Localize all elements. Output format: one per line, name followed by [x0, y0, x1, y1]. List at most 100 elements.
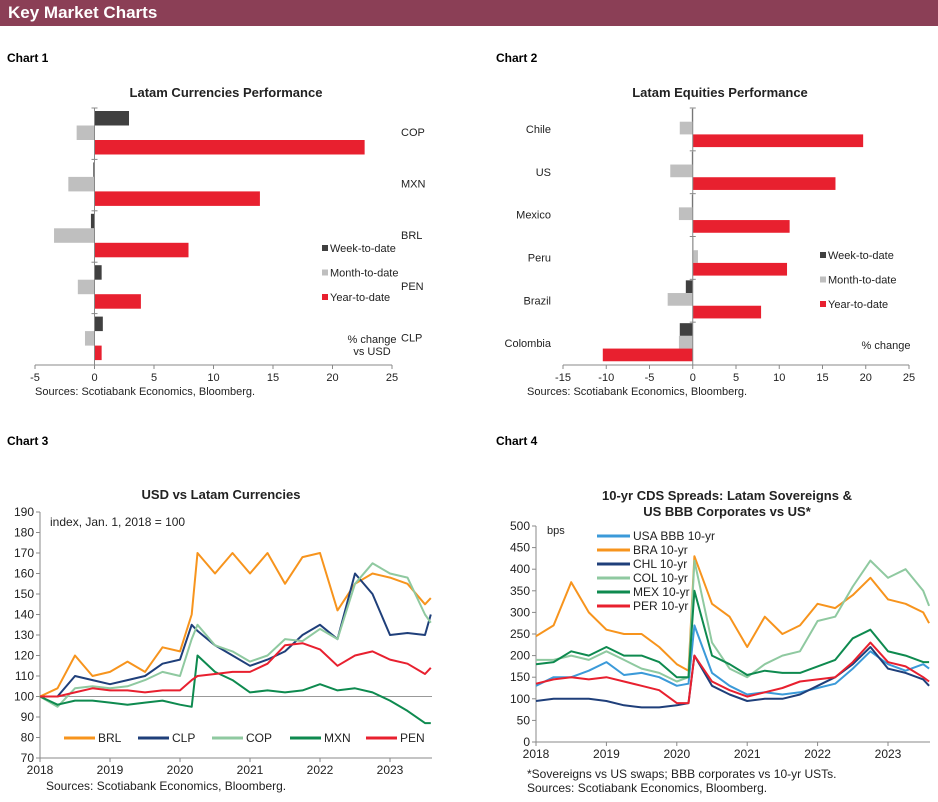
y-tick-label: 140: [14, 608, 34, 622]
x-tick-label: 2018: [27, 763, 54, 777]
series-line-clp: [40, 572, 432, 698]
x-tick-label: 0: [690, 372, 696, 384]
y-tick-label: 0: [523, 735, 530, 749]
series-line-per-10-yr: [535, 641, 930, 705]
y-tick-label: 500: [510, 519, 530, 533]
y-tick-label: 120: [14, 649, 34, 663]
bar-brazil-mtd: [667, 293, 693, 306]
source-note: Sources: Scotiabank Economics, Bloomberg…: [46, 779, 286, 793]
y-tick-label: 160: [14, 567, 34, 581]
x-tick-label: 20: [326, 372, 338, 384]
x-tick-label: 2023: [875, 747, 902, 761]
y-tick-label: 110: [15, 669, 34, 683]
bar-brazil-ytd: [692, 305, 762, 319]
unit-annotation: % change: [862, 340, 911, 352]
y-tick-label: 150: [14, 587, 34, 601]
legend-swatch: [322, 269, 328, 276]
x-tick-label: -15: [555, 372, 571, 384]
x-tick-label: 2018: [523, 747, 550, 761]
series-line-pen: [40, 642, 432, 698]
section-header: Key Market Charts: [0, 0, 938, 26]
bar-pen-ytd: [94, 294, 141, 309]
source-note: Sources: Scotiabank Economics, Bloomberg…: [35, 386, 255, 398]
bar-brl-wtd: [90, 213, 95, 229]
legend-swatch: [820, 301, 826, 307]
chart-3-label: Chart 3: [7, 434, 49, 448]
y-tick-label: 300: [510, 605, 530, 619]
x-tick-label: 25: [386, 372, 398, 384]
y-tick-label: 130: [14, 628, 34, 642]
x-tick-label: 2023: [377, 763, 404, 777]
bar-clp-wtd: [94, 316, 103, 332]
legend-swatch: [322, 294, 328, 300]
legend-label: Year-to-date: [330, 292, 390, 304]
index-note: index, Jan. 1, 2018 = 100: [50, 515, 185, 529]
x-tick-label: 5: [733, 372, 739, 384]
bar-mexico-mtd: [678, 207, 693, 221]
bar-chile-mtd: [679, 121, 693, 135]
bar-pen-wtd: [94, 265, 102, 280]
bar-brazil-wtd: [685, 280, 693, 294]
bar-brl-mtd: [54, 228, 95, 243]
legend-label: PER 10-yr: [633, 599, 688, 613]
unit-annotation: % change: [348, 334, 397, 346]
legend-label: BRA 10-yr: [633, 543, 688, 557]
bar-us-mtd: [670, 164, 693, 178]
x-tick-label: 2021: [237, 763, 264, 777]
y-tick-label: 90: [21, 710, 35, 724]
y-tick-label: 450: [510, 541, 530, 555]
bar-us-ytd: [692, 177, 836, 190]
chart-title: 10-yr CDS Spreads: Latam Sovereigns &: [602, 488, 852, 503]
x-tick-label: 2019: [593, 747, 620, 761]
category-label: Chile: [526, 124, 551, 136]
x-tick-label: 0: [91, 372, 97, 384]
y-tick-label: 150: [510, 670, 530, 684]
y-tick-label: 80: [21, 731, 35, 745]
legend-label: COL 10-yr: [633, 571, 688, 585]
y-tick-label: 170: [14, 546, 34, 560]
y-tick-label: 250: [510, 627, 530, 641]
chart-2-label: Chart 2: [496, 51, 538, 65]
x-tick-label: 10: [207, 372, 219, 384]
legend-label: USA BBB 10-yr: [633, 529, 715, 543]
category-label: Mexico: [516, 210, 551, 222]
legend-swatch: [820, 252, 826, 258]
series-line-col-10-yr: [536, 559, 931, 683]
source-note: Sources: Scotiabank Economics, Bloomberg…: [527, 386, 747, 398]
legend-label: PEN: [400, 731, 425, 745]
category-label: MXN: [401, 178, 426, 190]
unit-annotation: vs USD: [353, 346, 390, 358]
footnote: *Sovereigns vs US swaps; BBB corporates …: [527, 767, 836, 781]
x-tick-label: 15: [816, 372, 828, 384]
bar-mxn-wtd: [93, 162, 95, 177]
category-label: Brazil: [523, 295, 551, 307]
category-label: Peru: [528, 253, 551, 265]
x-tick-label: 2020: [663, 747, 690, 761]
chart-title: Latam Currencies Performance: [130, 85, 323, 100]
y-tick-label: 100: [14, 690, 34, 704]
y-tick-label: 400: [510, 562, 530, 576]
bar-mexico-ytd: [692, 220, 790, 233]
bar-clp-mtd: [84, 331, 95, 346]
chart-title: US BBB Corporates vs US*: [643, 504, 812, 519]
series-line-chl-10-yr: [535, 646, 930, 709]
category-label: PEN: [401, 281, 424, 293]
series-line-usa-bbb-10-yr: [535, 624, 930, 696]
legend-label: CLP: [172, 731, 195, 745]
bar-peru-ytd: [692, 262, 788, 276]
x-tick-label: 15: [267, 372, 279, 384]
y-tick-label: 200: [510, 649, 530, 663]
legend-label: CHL 10-yr: [633, 557, 687, 571]
x-tick-label: 20: [860, 372, 872, 384]
legend-label: MXN: [324, 731, 351, 745]
x-tick-label: -5: [30, 372, 40, 384]
series-line-mxn: [39, 654, 431, 725]
series-line-cop: [39, 562, 432, 708]
bar-peru-mtd: [692, 250, 698, 263]
series-line-mex-10-yr: [535, 589, 930, 679]
x-tick-label: 25: [903, 372, 915, 384]
legend-label: Week-to-date: [828, 250, 894, 262]
chart-title: Latam Equities Performance: [632, 85, 808, 100]
bar-colombia-mtd: [678, 335, 693, 349]
